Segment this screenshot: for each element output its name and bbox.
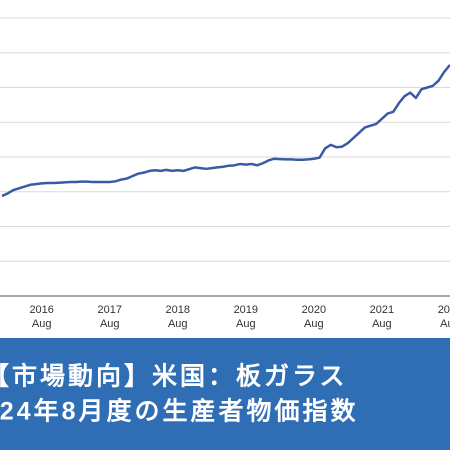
line — [1, 64, 450, 198]
x-tick-label: 2017 Aug — [97, 304, 121, 330]
banner — [0, 338, 450, 450]
x-tick-label: 2020 Aug — [302, 304, 326, 330]
x-tick-label: 2016 Aug — [29, 304, 53, 330]
banner-line: 2024年8月度の生産者物価指数 — [0, 397, 359, 426]
x-tick-label: 2022Aug — [438, 304, 450, 330]
x-tick-label: 2018 Aug — [166, 304, 190, 330]
x-tick-label: 2019 Aug — [234, 304, 258, 330]
banner-line: 【市場動向】米国：板ガラス — [0, 362, 348, 391]
x-tick-label: 2021 Aug — [370, 304, 394, 330]
